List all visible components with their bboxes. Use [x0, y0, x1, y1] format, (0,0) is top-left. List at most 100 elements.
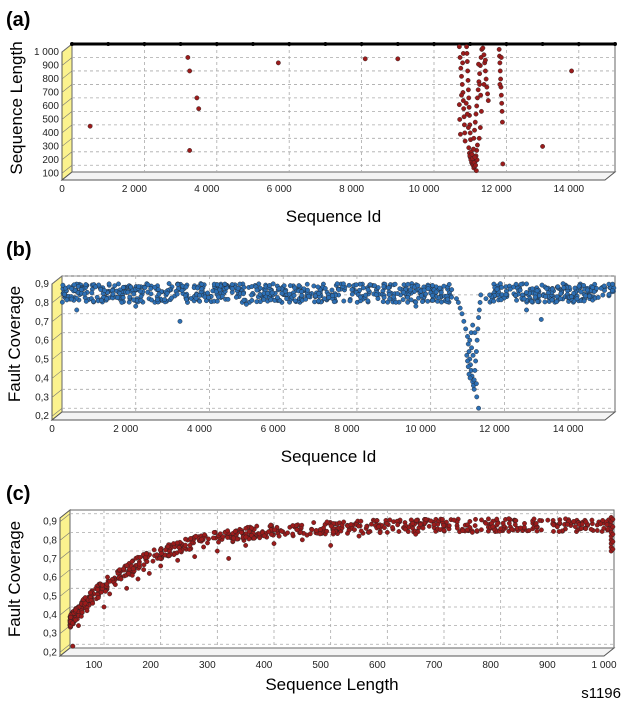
data-point: [472, 119, 478, 125]
data-point: [386, 292, 392, 298]
data-point: [457, 55, 463, 60]
data-point: [397, 286, 403, 292]
data-point: [539, 527, 544, 533]
data-point: [610, 531, 616, 537]
data-point: [249, 284, 255, 289]
data-point: [329, 287, 335, 293]
data-point: [381, 295, 387, 300]
data-point: [535, 299, 541, 304]
data-point: [595, 295, 601, 300]
data-point: [539, 282, 545, 288]
data-point: [540, 143, 545, 149]
data-point: [475, 95, 480, 101]
y-tick-label: 700: [42, 87, 59, 98]
data-point: [456, 44, 462, 50]
data-point: [441, 283, 447, 289]
data-point: [106, 42, 111, 46]
data-point: [243, 301, 249, 307]
data-point: [413, 303, 419, 309]
data-point: [558, 291, 564, 297]
data-point: [196, 106, 202, 112]
data-point: [187, 68, 193, 74]
data-point: [470, 352, 476, 358]
data-point: [330, 529, 336, 535]
data-point: [276, 286, 282, 292]
data-point: [107, 578, 113, 584]
data-point: [485, 91, 490, 97]
y-tick-label: 0,4: [43, 610, 57, 621]
x-tick-label: 6 000: [261, 424, 286, 435]
data-point: [498, 55, 504, 60]
data-point: [268, 522, 274, 528]
data-point: [177, 548, 183, 554]
data-point: [485, 528, 491, 534]
data-point: [254, 299, 260, 305]
series-c-0: [67, 515, 616, 649]
data-point: [210, 535, 216, 541]
data-point: [233, 294, 239, 300]
data-point: [486, 516, 491, 522]
data-point: [155, 286, 161, 292]
data-point: [183, 536, 188, 542]
data-point: [475, 142, 480, 148]
data-point: [206, 295, 212, 301]
data-point: [334, 281, 340, 287]
data-point: [472, 330, 478, 336]
data-point: [312, 299, 317, 305]
data-point: [303, 296, 309, 302]
data-point: [420, 299, 425, 304]
data-point: [292, 285, 298, 291]
data-point: [481, 82, 487, 87]
chart-side-wall: [59, 508, 71, 658]
data-point: [62, 291, 67, 297]
data-point: [73, 617, 79, 623]
data-point: [507, 286, 513, 292]
data-point: [524, 281, 529, 287]
data-point: [473, 516, 478, 522]
data-point: [594, 528, 600, 533]
data-point: [475, 326, 481, 332]
gridline-side: [61, 138, 73, 147]
data-point: [445, 296, 450, 302]
data-point: [446, 523, 452, 529]
data-point: [449, 287, 455, 293]
chart-panel-c: 0,2 0,3 0,4 0,5 0,6 0,7 0,8 0,9 100 200 300 400 500 6…: [5, 483, 617, 694]
data-point: [423, 517, 429, 522]
data-point: [99, 297, 104, 303]
data-point: [358, 528, 364, 534]
data-point: [497, 82, 503, 87]
data-point: [291, 293, 297, 298]
data-point: [474, 394, 480, 400]
data-point: [569, 68, 574, 74]
gridline-side: [61, 84, 73, 93]
data-point: [451, 517, 457, 523]
data-point: [430, 283, 435, 288]
data-point: [266, 529, 272, 535]
data-point: [583, 293, 588, 299]
data-point: [476, 135, 482, 141]
data-point: [193, 533, 199, 539]
data-point: [146, 571, 152, 576]
data-point: [473, 111, 479, 117]
data-point: [464, 51, 470, 56]
data-point: [187, 148, 193, 153]
data-point: [166, 553, 172, 558]
data-point: [261, 533, 267, 539]
data-point: [348, 522, 354, 527]
data-point: [225, 296, 231, 302]
data-point: [346, 282, 352, 288]
data-point: [578, 526, 584, 531]
data-point: [500, 161, 506, 167]
data-point: [426, 523, 432, 529]
data-point: [418, 293, 424, 299]
data-point: [292, 298, 298, 304]
data-point: [473, 358, 479, 364]
y-tick-label: 0,3: [35, 392, 49, 403]
data-point: [243, 543, 249, 548]
data-point: [90, 298, 96, 304]
data-point: [87, 590, 93, 596]
x-axis-title: Sequence Length: [265, 675, 398, 694]
data-point: [430, 297, 436, 303]
data-point: [610, 546, 616, 552]
data-point: [585, 287, 590, 293]
